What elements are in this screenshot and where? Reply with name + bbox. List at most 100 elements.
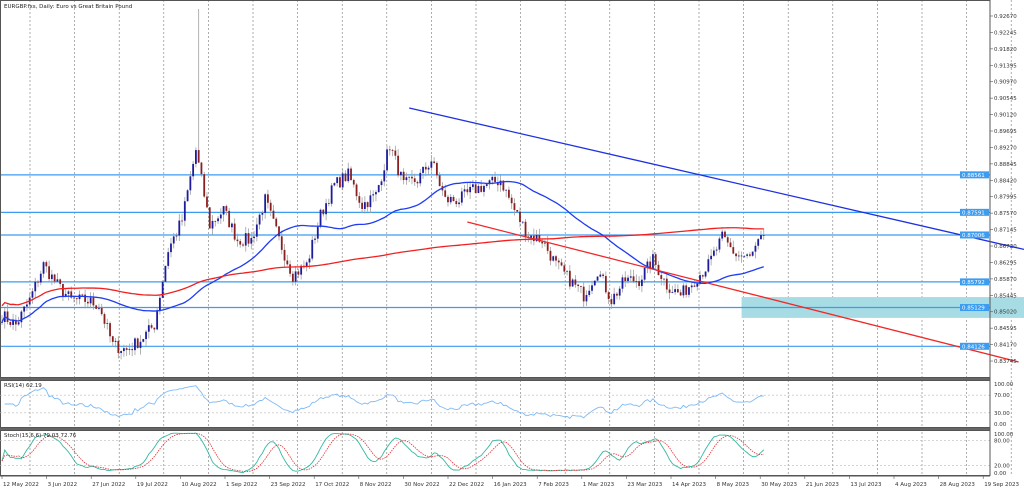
candle-body — [566, 270, 568, 272]
candle-body — [219, 214, 222, 219]
candle-body — [178, 220, 181, 236]
candle-body — [322, 209, 325, 215]
candle-body — [355, 184, 358, 197]
trendlines[interactable] — [409, 107, 1024, 363]
candle-body — [621, 277, 624, 289]
candle-body — [496, 182, 499, 186]
trendline-upper[interactable] — [409, 107, 1024, 276]
price-tick-label: 0.92245 — [994, 30, 1017, 36]
candle-body — [369, 195, 372, 208]
candle-body — [206, 196, 208, 208]
candle-body — [616, 293, 618, 296]
stoch-signal-line — [1, 432, 764, 472]
level-price-tag — [960, 304, 989, 312]
candle-body — [749, 254, 751, 256]
candle-body — [147, 325, 150, 332]
candle-body — [665, 278, 668, 290]
candle-body — [231, 223, 233, 228]
price-tick-label: 0.92670 — [994, 14, 1017, 20]
time-tick-label: 27 Jun 2022 — [92, 482, 125, 488]
candle-body — [361, 202, 363, 209]
rsi-tick-label: 100.00 — [994, 382, 1014, 388]
candle-body — [413, 178, 416, 183]
candle-body — [131, 349, 134, 351]
candle-body — [726, 237, 729, 243]
candle-body — [136, 338, 139, 348]
candle-body — [261, 212, 264, 215]
candle-body — [344, 173, 347, 182]
candle-body — [399, 171, 402, 176]
stoch-tick-label: 20.00 — [994, 464, 1010, 470]
candle-body — [6, 311, 9, 322]
candle-body — [649, 261, 652, 269]
candle-body — [422, 166, 424, 173]
candle-body — [599, 274, 602, 277]
panel-border — [0, 380, 991, 428]
candle-body — [258, 214, 261, 225]
candle-body — [430, 161, 433, 168]
candle-body — [754, 245, 757, 252]
candle-body — [416, 182, 419, 184]
level-price-tag — [960, 342, 989, 350]
price-tick-label: 0.88420 — [994, 178, 1017, 184]
price-tick-label: 0.83745 — [994, 359, 1017, 365]
candle-body — [627, 277, 629, 282]
candle-body — [635, 281, 638, 282]
price-tick-label: 0.87570 — [994, 211, 1017, 217]
candle-body — [311, 239, 314, 259]
level-price-tag — [960, 231, 989, 239]
candle-body — [474, 184, 477, 194]
time-tick-label: 13 Jul 2023 — [850, 482, 882, 488]
candle-body — [294, 271, 297, 282]
candle-body — [236, 239, 239, 242]
candle-body — [267, 194, 269, 203]
candle-body — [541, 241, 544, 244]
candle-body — [275, 218, 278, 227]
candle-body — [735, 253, 737, 257]
candle-body — [250, 238, 253, 244]
candle-body — [433, 161, 436, 163]
candle-body — [679, 292, 682, 296]
candle-body — [26, 304, 28, 307]
candle-body — [222, 206, 225, 215]
ma-50-line — [1, 180, 764, 323]
candle-body — [760, 235, 762, 240]
candle-body — [316, 226, 319, 239]
time-axis[interactable]: 12 May 2022 3 Jun 2022 27 Jun 2022 19 Jul 2… — [0, 475, 1024, 488]
candle-body — [380, 181, 383, 186]
candle-body — [676, 289, 679, 293]
candle-body — [682, 285, 685, 296]
level-price-label: 0.84126 — [962, 344, 985, 350]
candle-body — [100, 307, 103, 315]
time-tick-label: 23 Mar 2023 — [627, 482, 662, 488]
candle-body — [419, 172, 422, 184]
candle-body — [358, 196, 361, 203]
candle-body — [710, 255, 713, 260]
candle-body — [466, 189, 469, 193]
candle-body — [45, 262, 48, 267]
candle-body — [181, 220, 183, 222]
trendline-lower[interactable] — [467, 221, 1019, 363]
rsi-tick-label: 30.00 — [994, 411, 1010, 417]
time-tick-label: 23 Sep 2022 — [271, 482, 306, 488]
candle-body — [297, 271, 300, 275]
candle-body — [278, 226, 280, 237]
candle-body — [9, 321, 12, 325]
candle-body — [751, 251, 754, 256]
price-axis[interactable]: 0.92670 0.92245 0.91820 0.91395 0.90970 0.905… — [989, 0, 1017, 476]
stoch-title: Stoch(15,6,6) 79.03 72.76 — [4, 433, 77, 439]
candle-body — [134, 338, 136, 351]
candle-body — [463, 189, 466, 192]
candle-body — [183, 201, 186, 221]
price-tick-label: 0.84170 — [994, 343, 1017, 349]
candle-body — [488, 180, 491, 185]
candle-body — [424, 166, 427, 170]
candle-body — [189, 176, 192, 191]
chart-title: EURGBP.fxs, Daily: Euro vs Great Britain… — [4, 4, 132, 10]
candle-body — [438, 175, 441, 187]
candle-body — [549, 250, 552, 261]
candle-body — [452, 196, 455, 202]
level-price-label: 0.85129 — [962, 306, 985, 312]
